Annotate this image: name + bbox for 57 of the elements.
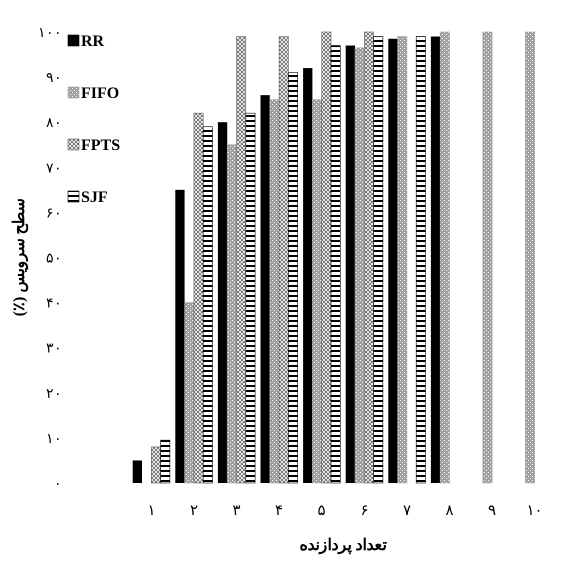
bar bbox=[330, 45, 341, 484]
y-tick-label: ۱۰۰ bbox=[38, 26, 62, 41]
bar bbox=[373, 36, 384, 484]
y-tick-label: ۲۰ bbox=[46, 386, 62, 402]
bar bbox=[312, 99, 322, 484]
x-tick-label: ۱۰ bbox=[526, 503, 543, 519]
bar bbox=[525, 32, 535, 484]
bar bbox=[440, 32, 450, 484]
bar bbox=[226, 144, 237, 484]
y-tick-label: ۴۰ bbox=[46, 296, 62, 312]
y-tick-label: ۰ bbox=[54, 477, 62, 492]
bar bbox=[482, 32, 492, 484]
bar bbox=[397, 36, 408, 484]
bar bbox=[260, 95, 270, 483]
bar bbox=[175, 190, 185, 483]
bar bbox=[430, 36, 440, 483]
x-tick-label: ۷ bbox=[402, 503, 411, 519]
legend-label: RR bbox=[81, 33, 105, 50]
legend-label: SJF bbox=[81, 189, 108, 206]
y-tick-label: ۵۰ bbox=[46, 252, 62, 266]
bar bbox=[218, 122, 228, 483]
x-tick-label: ۹ bbox=[488, 503, 496, 519]
x-tick-label: ۵ bbox=[318, 503, 326, 519]
bar bbox=[246, 112, 256, 484]
bar bbox=[278, 36, 289, 484]
bar bbox=[160, 440, 170, 484]
bar bbox=[194, 112, 204, 484]
bar bbox=[388, 38, 398, 483]
bar bbox=[303, 68, 312, 483]
y-axis-title: سطح سرویس (٪) bbox=[11, 198, 29, 316]
bar bbox=[288, 72, 298, 484]
x-tick-label: ۲ bbox=[190, 503, 198, 519]
bar bbox=[151, 446, 161, 484]
x-tick-label: ۳ bbox=[232, 503, 240, 519]
y-tick-label: ۳۰ bbox=[46, 342, 62, 357]
x-tick-label: ۸ bbox=[446, 503, 454, 519]
x-axis-title: تعداد پردازنده bbox=[300, 537, 388, 555]
bar bbox=[346, 46, 355, 483]
x-tick-label: ۱ bbox=[147, 503, 156, 519]
bar bbox=[416, 36, 426, 484]
x-tick-label: ۶ bbox=[360, 503, 368, 519]
x-tick-label: ۴ bbox=[275, 503, 284, 519]
y-tick-label: ۱۰ bbox=[46, 432, 62, 447]
bar bbox=[184, 302, 194, 484]
y-tick-label: ۸۰ bbox=[46, 116, 62, 132]
legend-label: FIFO bbox=[81, 85, 120, 102]
legend-label: FPTS bbox=[81, 137, 120, 154]
y-tick-label: ۷۰ bbox=[46, 161, 62, 176]
bar bbox=[236, 36, 246, 484]
bar bbox=[132, 460, 142, 483]
y-tick-label: ۹۰ bbox=[46, 71, 62, 86]
bar bbox=[270, 99, 280, 484]
bar bbox=[354, 47, 365, 484]
bar bbox=[202, 126, 213, 484]
bar bbox=[364, 32, 374, 484]
bar bbox=[321, 32, 332, 484]
y-tick-label: ۶۰ bbox=[46, 206, 62, 222]
